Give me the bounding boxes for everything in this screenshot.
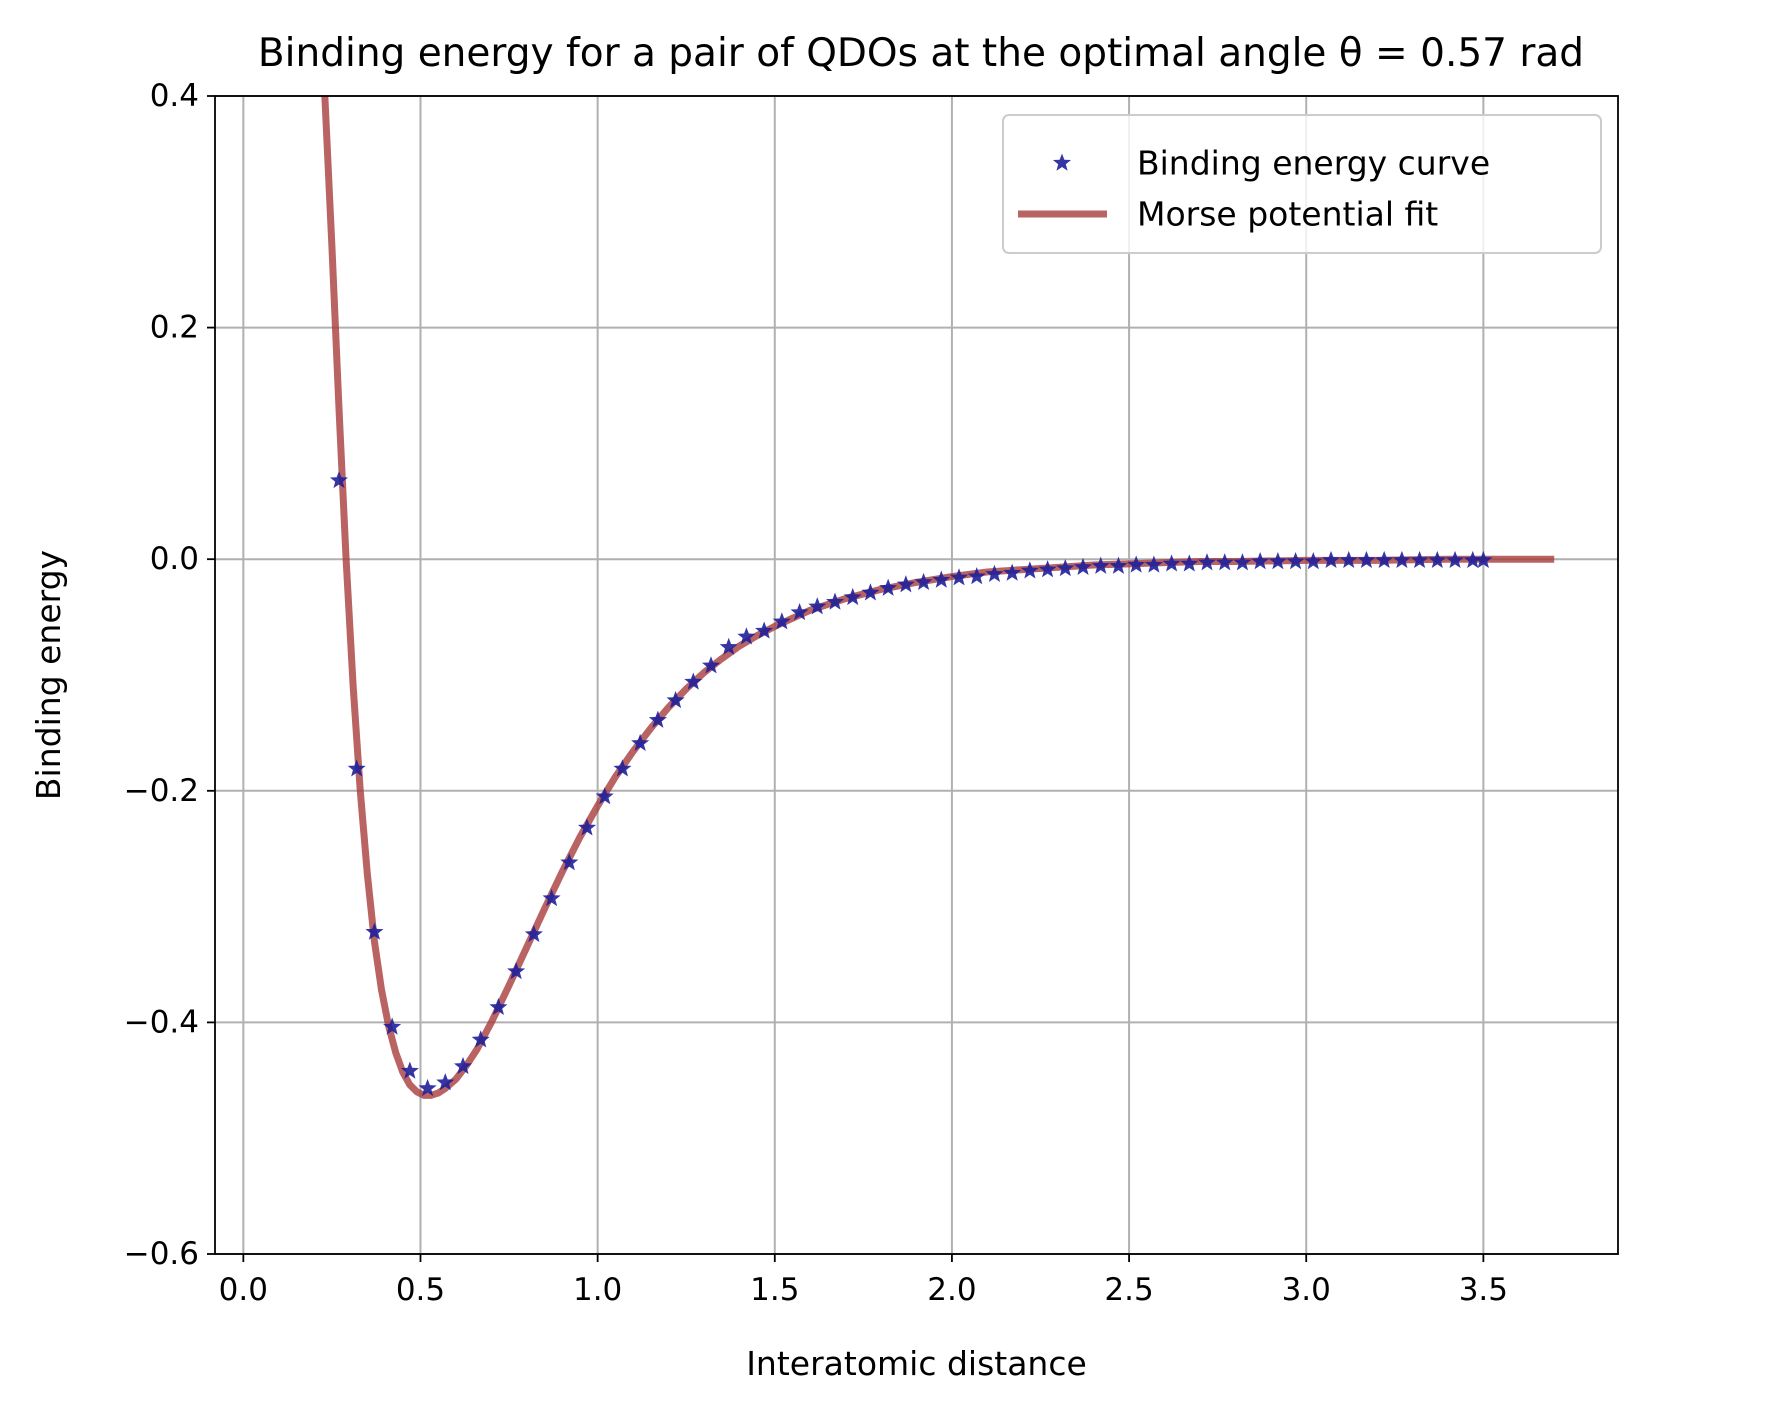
binding-energy-point [1162,554,1181,572]
binding-energy-point [1463,550,1482,569]
binding-energy-point [1392,550,1411,569]
x-tick-label: 3.0 [1282,1272,1331,1308]
plot-frame [214,95,1619,1255]
grid [215,95,1618,1255]
binding-energy-point [861,583,880,601]
binding-energy-point [967,567,986,585]
binding-energy-point [595,787,614,805]
y-tick-label: −0.2 [124,773,199,809]
binding-energy-point [418,1078,437,1097]
y-tick-label: 0.0 [150,541,199,577]
binding-energy-point [1268,552,1287,570]
binding-energy-point [329,470,349,489]
binding-energy-point [932,570,951,588]
binding-energy-point [489,997,508,1016]
binding-energy-point [1251,552,1270,570]
binding-energy-point [1180,554,1199,572]
binding-energy-point [1003,563,1022,581]
x-tick-label: 2.5 [1104,1272,1153,1308]
binding-energy-point [790,602,809,621]
binding-energy-point [684,672,703,690]
binding-energy-point [1197,553,1217,571]
legend-scatter-swatch [1052,153,1072,171]
binding-energy-point [1073,557,1093,575]
x-tick-label: 3.5 [1459,1272,1508,1308]
binding-energy-point [365,922,384,940]
binding-energy-point [1215,553,1234,571]
x-tick-label: 0.5 [396,1272,445,1308]
binding-energy-point [949,568,969,586]
binding-energy-point [1321,550,1341,569]
y-tick-label: −0.6 [124,1236,199,1272]
binding-energy-point [825,592,845,610]
legend-frame [1002,114,1602,254]
binding-energy-point [648,710,667,728]
binding-energy-point [1038,560,1057,578]
x-tick-label: 0.0 [219,1272,268,1308]
x-axis-label: Interatomic distance [746,1344,1087,1383]
binding-energy-point [985,564,1004,582]
binding-energy-point [1410,550,1429,569]
binding-energy-point [1339,550,1358,569]
binding-energy-point [507,961,526,980]
binding-energy-point [613,759,632,777]
legend-star-icon [1052,153,1072,171]
legend: Binding energy curve Morse potential fit [1002,114,1602,254]
binding-energy-point [400,1061,419,1079]
binding-energy-point [383,1017,402,1035]
binding-energy-point [1109,556,1128,574]
y-tick-label: 0.4 [150,78,199,114]
binding-energy-point [1445,550,1465,569]
binding-energy-point [471,1030,490,1048]
binding-energy-point [914,572,933,591]
chart-title: Binding energy for a pair of QDOs at the… [258,31,1584,76]
y-tick-label: 0.2 [150,310,199,346]
binding-energy-point [1428,550,1447,569]
binding-energy-point [1357,550,1376,569]
x-tick-label: 1.0 [573,1272,622,1308]
binding-energy-point [631,733,650,752]
binding-energy-point [737,627,756,645]
binding-energy-point [843,587,862,606]
binding-energy-point [1304,552,1323,570]
y-tick-label: −0.4 [124,1004,199,1040]
binding-energy-point [755,621,774,639]
binding-energy-point [347,759,366,777]
binding-energy-point [1375,550,1394,569]
binding-energy-point [1286,552,1305,570]
binding-energy-point [542,888,561,907]
binding-energy-point [524,924,543,943]
binding-energy-point [1144,555,1163,573]
binding-energy-point [560,853,579,871]
binding-energy-point [1091,556,1110,574]
binding-energy-point [1127,555,1146,573]
binding-energy-point [1020,561,1039,579]
binding-energy-point [701,656,721,674]
legend-label-line: Morse potential fit [1137,195,1438,234]
legend-label-scatter: Binding energy curve [1137,144,1490,183]
binding-energy-point [436,1073,455,1091]
binding-energy-point [772,612,791,630]
x-tick-label: 2.0 [927,1272,976,1308]
y-axis-label: Binding energy [29,550,68,800]
binding-energy-point [879,578,898,596]
scatter-layer [329,470,1493,1097]
binding-energy-point [577,818,597,836]
binding-energy-point [896,575,915,593]
binding-energy-point [1056,558,1075,577]
binding-energy-point [719,637,738,655]
x-tick-label: 1.5 [750,1272,799,1308]
binding-energy-point [1233,553,1252,571]
binding-energy-point [1474,550,1493,569]
binding-energy-point [808,597,827,615]
axis-ticks: 0.0 0.5 1.0 1.5 2.0 2.5 3.0 3.5 −0.6 −0.4 −0.2 0.0 0… [124,78,1508,1308]
binding-energy-point [453,1056,473,1075]
binding-energy-point [666,690,685,709]
